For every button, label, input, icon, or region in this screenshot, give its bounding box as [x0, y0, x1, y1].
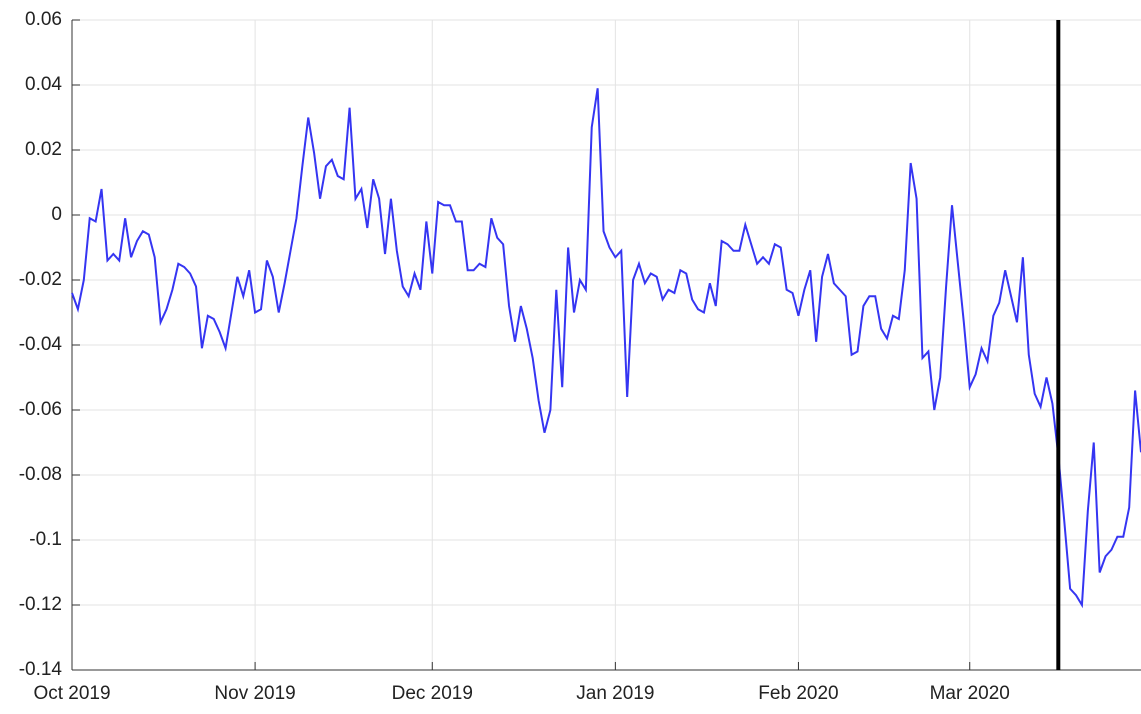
x-tick-label: Jan 2019	[576, 683, 654, 704]
y-tick-label: 0.04	[25, 74, 62, 95]
y-tick-label: -0.02	[19, 269, 62, 290]
y-tick-label: 0	[51, 204, 62, 225]
data-line	[71, 88, 1141, 609]
y-tick-label: 0.02	[25, 139, 62, 160]
y-tick-label: 0.06	[25, 9, 62, 30]
y-tick-label: -0.06	[19, 399, 62, 420]
y-tick-label: -0.1	[29, 529, 62, 550]
y-tick-label: -0.08	[19, 464, 62, 485]
x-tick-label: Mar 2020	[930, 683, 1010, 704]
x-tick-label: Dec 2019	[392, 683, 473, 704]
x-tick-label: Nov 2019	[214, 683, 295, 704]
y-tick-label: -0.04	[19, 334, 63, 355]
x-tick-label: Feb 2020	[758, 683, 838, 704]
y-tick-label: -0.12	[19, 594, 62, 615]
y-tick-label: -0.14	[19, 659, 63, 680]
x-tick-label: Oct 2019	[33, 683, 110, 704]
